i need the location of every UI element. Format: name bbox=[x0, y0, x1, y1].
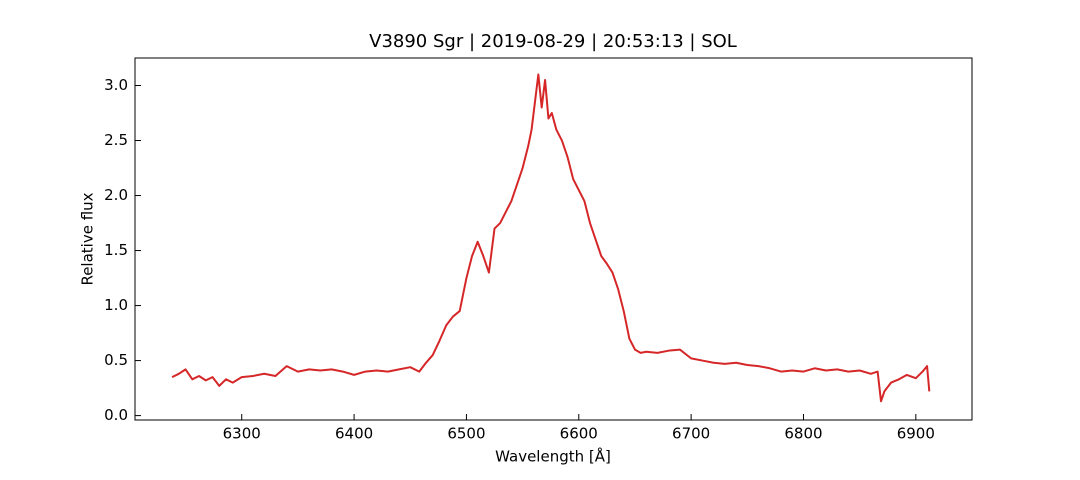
chart-title: V3890 Sgr | 2019-08-29 | 20:53:13 | SOL bbox=[369, 31, 737, 52]
spectrum-line bbox=[171, 73, 931, 403]
y-axis-label: Relative flux bbox=[79, 192, 97, 285]
y-tick-label: 1.5 bbox=[104, 241, 128, 259]
plot-frame bbox=[134, 57, 973, 421]
x-tick-label: 6800 bbox=[784, 425, 822, 443]
x-tick-label: 6300 bbox=[223, 425, 261, 443]
x-axis-label: Wavelength [Å] bbox=[495, 447, 611, 466]
x-tick-label: 6500 bbox=[447, 425, 485, 443]
y-tick-label: 0.5 bbox=[104, 351, 128, 369]
y-tick-label: 2.0 bbox=[104, 186, 128, 204]
x-tick-label: 6900 bbox=[897, 425, 935, 443]
x-tick-label: 6700 bbox=[672, 425, 710, 443]
x-tick-label: 6400 bbox=[335, 425, 373, 443]
x-tick-label: 6600 bbox=[560, 425, 598, 443]
y-tick-label: 1.0 bbox=[104, 296, 128, 314]
y-tick-label: 0.0 bbox=[104, 406, 128, 424]
y-tick-label: 3.0 bbox=[104, 76, 128, 94]
y-tick-label: 2.5 bbox=[104, 131, 128, 149]
